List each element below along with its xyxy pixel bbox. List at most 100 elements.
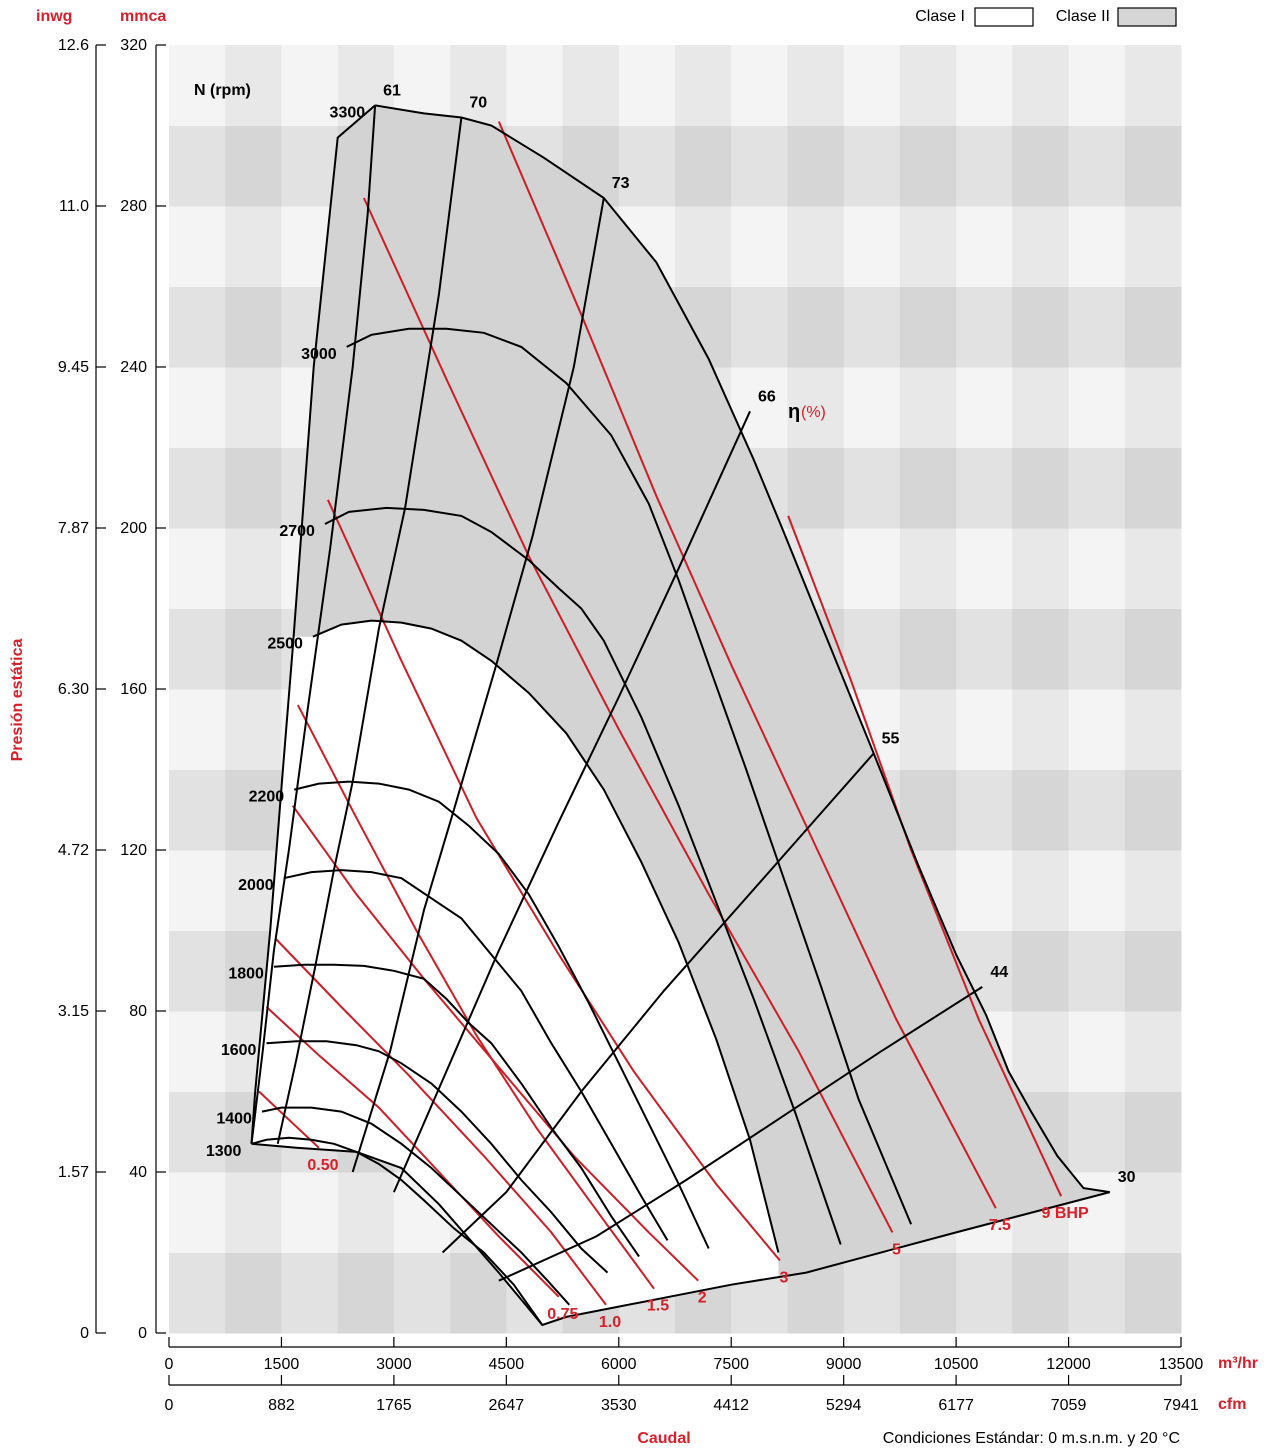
background-cell <box>225 447 282 529</box>
background-cell <box>1012 45 1070 126</box>
background-cell <box>843 125 901 207</box>
rpm-curve <box>283 869 669 1241</box>
bhp-line <box>258 1090 320 1149</box>
background-cell <box>1068 367 1126 448</box>
background-cell <box>562 45 620 126</box>
background-cell <box>169 1172 226 1253</box>
standard-conditions-note: Condiciones Estándar: 0 m.s.n.m. y 20 °C <box>883 1430 1180 1447</box>
background-cell <box>337 1252 395 1334</box>
axes: 32012.628011.02409.452007.871606.301204.… <box>58 37 1203 1414</box>
background-cell <box>843 528 901 609</box>
cfm-tick-label: 7941 <box>1163 1397 1199 1414</box>
bhp-label: 0.50 <box>307 1157 338 1174</box>
background-cell <box>1124 286 1182 368</box>
background-cell <box>956 528 1013 609</box>
background-cell <box>956 125 1013 207</box>
legend-swatch-class-i <box>974 7 1034 27</box>
efficiency-label: 66 <box>758 388 776 405</box>
background-cell <box>956 689 1013 770</box>
background-cell <box>1068 689 1126 770</box>
background-cell <box>169 608 226 690</box>
background-cell <box>787 447 845 529</box>
background-cell <box>1068 528 1126 609</box>
background-cell <box>1012 206 1070 287</box>
background-cell <box>281 1172 339 1253</box>
background-cell <box>843 286 901 368</box>
legend-label-class-ii: Clase II <box>1056 8 1110 25</box>
background-cell <box>1124 206 1182 287</box>
background-cell <box>225 1172 282 1253</box>
background-cell <box>169 206 226 287</box>
background-cell <box>1068 45 1126 126</box>
inwg-tick-label: 6.30 <box>58 681 89 698</box>
background-cell <box>1124 1091 1182 1173</box>
eta-symbol: η <box>788 401 800 423</box>
background-cell <box>1012 125 1070 207</box>
background-cell <box>169 1011 226 1092</box>
background-cell <box>731 206 788 287</box>
background-cell <box>787 125 845 207</box>
efficiency-label: 73 <box>612 175 630 192</box>
background-cell <box>169 1252 226 1334</box>
inwg-tick-label: 3.15 <box>58 1003 89 1020</box>
background-cell <box>281 125 339 207</box>
background-cell <box>225 528 282 609</box>
bhp-line <box>497 121 997 1209</box>
inwg-tick-label: 9.45 <box>58 359 89 376</box>
legend: Clase I Clase II <box>915 7 1177 27</box>
background-cell <box>1124 45 1182 126</box>
background-cell <box>281 45 339 126</box>
background-cell <box>225 608 282 690</box>
background-cell <box>843 608 901 690</box>
rpm-label: 3300 <box>330 104 366 121</box>
background-cell <box>1012 1252 1070 1334</box>
rpm-label: 1300 <box>206 1143 242 1160</box>
background-cell <box>1124 367 1182 448</box>
mmca-tick-label: 80 <box>129 1003 147 1020</box>
rpm-curve <box>251 1136 544 1326</box>
rpm-label: 2500 <box>267 636 303 653</box>
background-cell <box>731 45 788 126</box>
background-cell <box>899 769 957 851</box>
bhp-line <box>265 1006 560 1298</box>
background-cell <box>899 689 957 770</box>
background-cell <box>899 447 957 529</box>
mmca-tick-label: 0 <box>138 1325 147 1342</box>
background-cell <box>787 206 845 287</box>
background-cell <box>169 45 226 126</box>
rpm-label: 1800 <box>228 966 264 983</box>
cfm-tick-label: 882 <box>268 1397 295 1414</box>
background-cell <box>169 930 226 1012</box>
legend-swatch-class-ii <box>1117 7 1177 27</box>
efficiency-line <box>441 752 875 1254</box>
m3hr-tick-label: 0 <box>165 1356 174 1373</box>
background-cell <box>450 45 507 126</box>
background-cell <box>899 1252 957 1334</box>
rpm-label: 3000 <box>301 346 337 363</box>
background-cell <box>1068 608 1126 690</box>
background-cell <box>169 286 226 368</box>
mmca-tick-label: 200 <box>120 520 147 537</box>
inwg-axis-unit: inwg <box>36 8 72 25</box>
bhp-label: 7.5 <box>989 1217 1011 1234</box>
m3hr-tick-label: 7500 <box>713 1356 749 1373</box>
background-cell <box>843 45 901 126</box>
background-cell <box>675 45 732 126</box>
background-cell <box>1124 689 1182 770</box>
background-cell <box>1124 1252 1182 1334</box>
efficiency-label: 61 <box>383 82 401 99</box>
cfm-axis-unit: cfm <box>1218 1396 1246 1413</box>
background-cell <box>1124 447 1182 529</box>
background-cell <box>169 689 226 770</box>
background-cell <box>337 1172 395 1253</box>
background-cell <box>956 850 1013 931</box>
rpm-curve <box>346 327 913 1225</box>
background-cell <box>899 125 957 207</box>
background-cell <box>225 689 282 770</box>
background-cell <box>843 206 901 287</box>
rpm-label: 2000 <box>238 877 274 894</box>
background-cell <box>675 125 732 207</box>
background-cell <box>956 286 1013 368</box>
bhp-label: 0.75 <box>547 1306 578 1323</box>
background-cell <box>1012 608 1070 690</box>
